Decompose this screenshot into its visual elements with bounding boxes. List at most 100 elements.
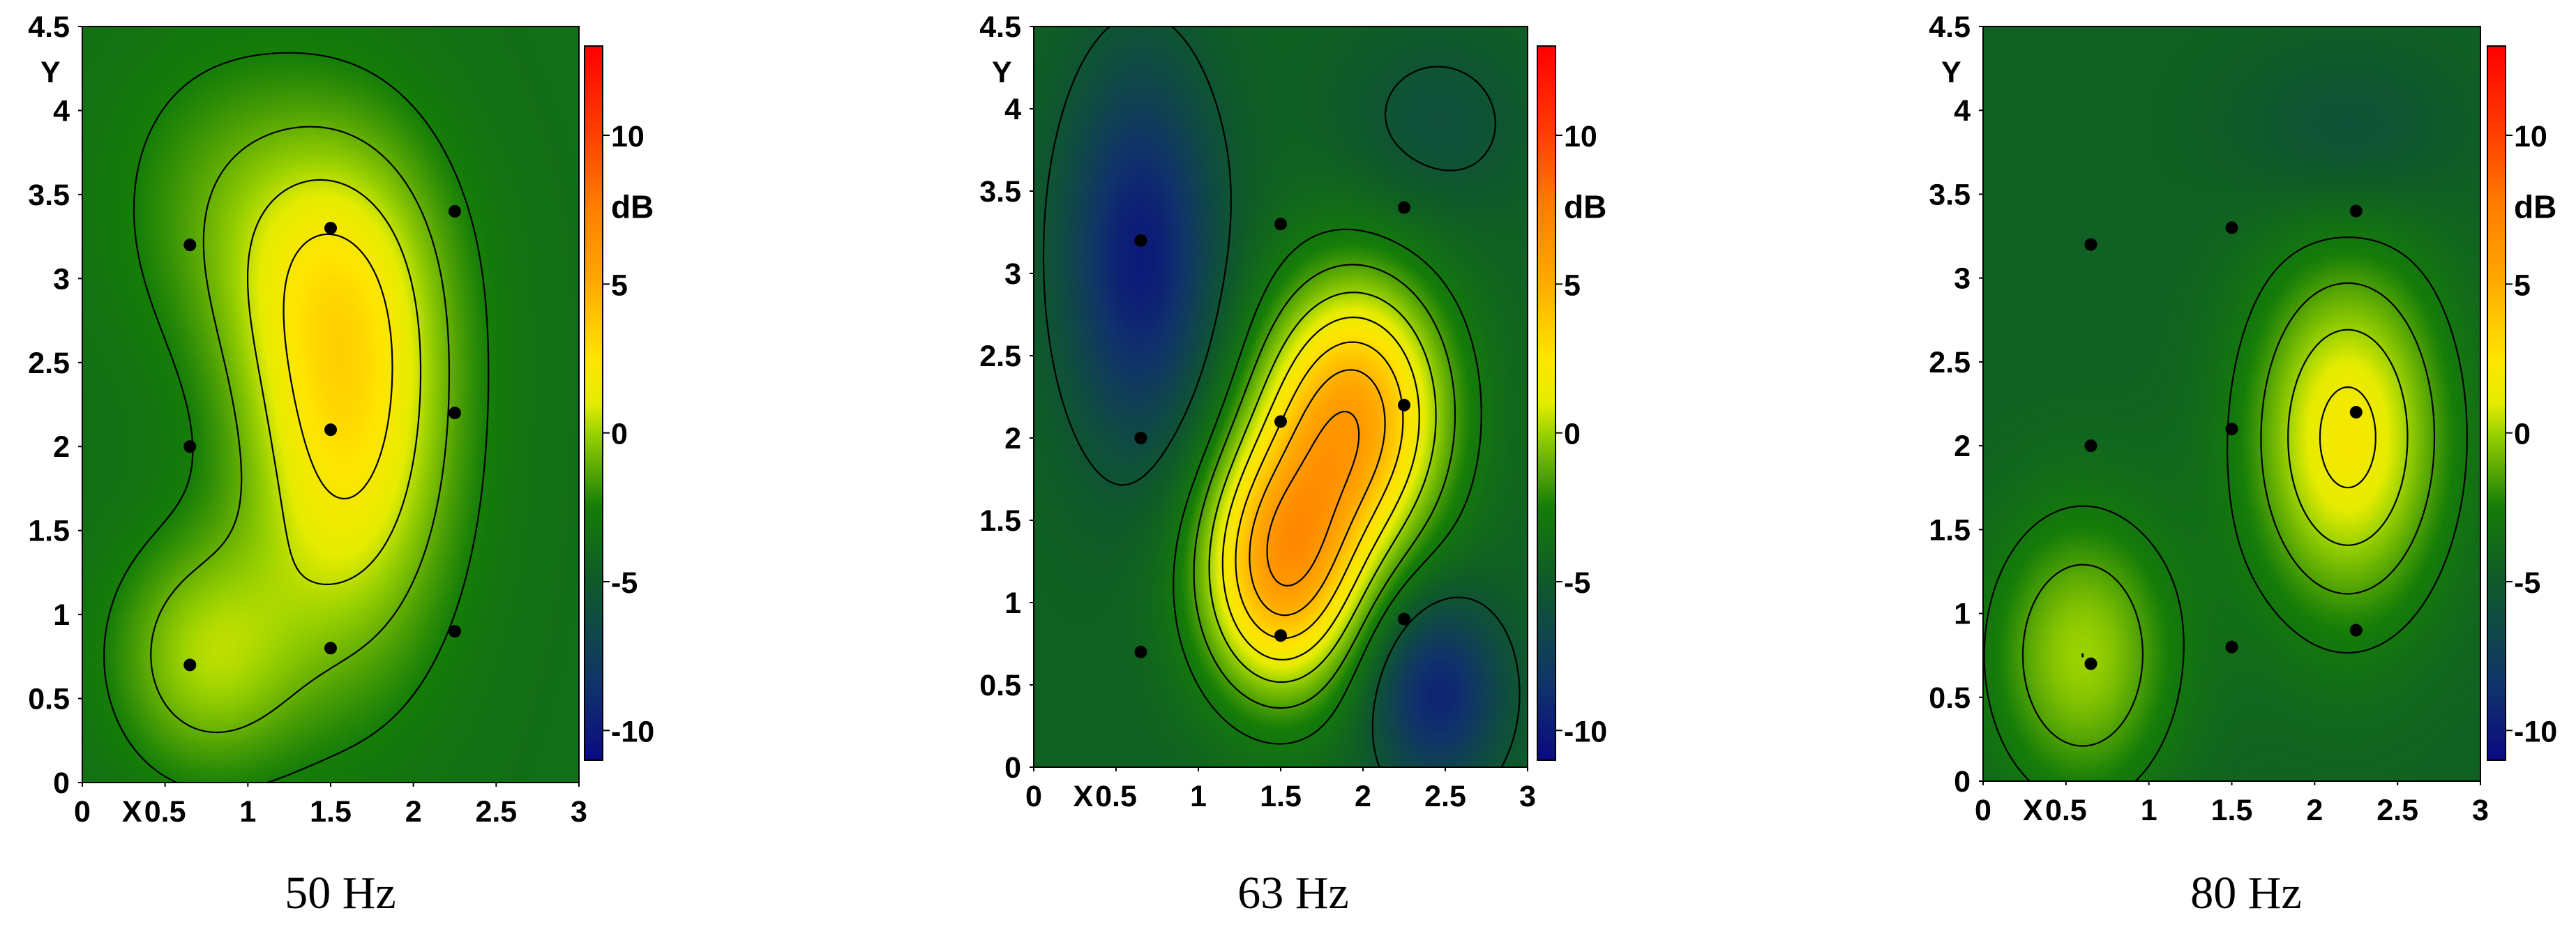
colorbar-frame	[2487, 45, 2506, 761]
contour-line-2	[247, 179, 422, 585]
colorbar-tick-label: 5	[611, 269, 628, 302]
x-tick-label: 2.5	[1424, 780, 1466, 813]
colorbar-tick-label: 0	[611, 418, 628, 451]
x-tick-label: 1	[1190, 780, 1207, 813]
colorbar	[2487, 46, 2506, 760]
measurement-point	[324, 423, 337, 437]
y-axis-ticks: 0 0.5 1 1.5 2 2.5 3 3.5 4 4.5	[979, 10, 1034, 785]
panel-50hz: 0 0.5 1 1.5 2 2.5 3 3.5 4 4.5 0 0.5 1 1.5 2 2.5 3 Y X 1…	[28, 10, 654, 919]
measurement-point	[1274, 629, 1287, 642]
contour-line-0	[1983, 236, 2468, 782]
x-tick-label: 0.5	[144, 795, 186, 829]
measurement-point	[2349, 204, 2363, 218]
colorbar-tick-label: 10	[2514, 120, 2547, 153]
measurement-point	[183, 658, 197, 672]
contour-line-3	[1208, 292, 1437, 683]
x-tick-label: 2	[1355, 780, 1371, 813]
colorbar-unit-label: dB	[1564, 188, 1606, 225]
y-tick-label: 4	[1004, 93, 1021, 126]
x-tick-label: 0.5	[1095, 780, 1137, 813]
contour-line-1	[150, 126, 451, 734]
measurement-points	[1134, 201, 1410, 658]
contour-line-6	[1249, 369, 1386, 617]
measurement-points	[183, 204, 461, 672]
contour-line-2	[2081, 328, 2409, 658]
y-tick-label: 3	[1004, 257, 1021, 291]
colorbar-tick-label: 0	[1564, 418, 1581, 451]
contour-line-7	[1266, 411, 1360, 587]
x-tick-label: 1.5	[310, 795, 352, 829]
colorbar	[585, 46, 603, 760]
measurement-point	[449, 407, 461, 420]
y-tick-label: 2.5	[1929, 346, 1971, 379]
x-tick-label: 1.5	[1260, 780, 1302, 813]
contour-lines	[1983, 236, 2468, 782]
colorbar-frame	[584, 45, 603, 761]
y-axis-ticks: 0 0.5 1 1.5 2 2.5 3 3.5 4 4.5	[28, 10, 82, 800]
contour-lines	[1042, 26, 1521, 768]
y-axis-ticks: 0 0.5 1 1.5 2 2.5 3 3.5 4 4.5	[1929, 10, 1983, 799]
x-axis-label: X	[122, 795, 142, 829]
y-tick-label: 3	[1954, 262, 1971, 296]
colorbar-ticks: 10 5 0 -5 -10	[1556, 120, 1607, 748]
contour-line-4	[1221, 316, 1420, 660]
contour-line-0	[1042, 26, 1521, 768]
heatmap-image	[1983, 27, 2480, 781]
measurement-point	[2084, 439, 2097, 453]
contour-lines	[103, 52, 490, 784]
measurement-point	[324, 642, 337, 655]
y-tick-label: 2.5	[979, 340, 1021, 373]
measurement-point	[1134, 645, 1147, 658]
y-tick-label: 1	[53, 598, 70, 632]
colorbar-tick-label: -10	[611, 715, 654, 748]
colorbar-tick-label: 0	[2514, 418, 2531, 451]
colorbar-tick-label: 10	[611, 120, 645, 153]
y-tick-label: 1	[1004, 587, 1021, 620]
x-tick-label: 2.5	[475, 795, 517, 829]
measurement-point	[1274, 218, 1287, 231]
x-tick-label: 2	[405, 795, 422, 829]
y-tick-label: 1.5	[28, 515, 70, 548]
panel-title: 80 Hz	[2190, 868, 2301, 919]
y-tick-label: 4.5	[979, 10, 1021, 44]
colorbar-unit-label: dB	[2514, 188, 2556, 225]
y-axis-label: Y	[40, 56, 61, 89]
y-tick-label: 4	[1954, 94, 1971, 128]
colorbar-ticks: 10 5 0 -5 -10	[603, 120, 654, 748]
y-tick-label: 4.5	[28, 10, 70, 44]
x-tick-label: 1	[2141, 794, 2157, 827]
x-tick-label: 0	[74, 795, 91, 829]
colorbar-tick-label: 5	[2514, 269, 2531, 302]
measurement-point	[2084, 238, 2097, 251]
y-tick-label: 1.5	[979, 504, 1021, 538]
y-tick-label: 3.5	[979, 175, 1021, 209]
colorbar-tick-label: 5	[1564, 269, 1581, 302]
colorbar-tick-label: -10	[1564, 715, 1607, 748]
y-tick-label: 3.5	[28, 179, 70, 212]
y-tick-label: 2	[53, 430, 70, 464]
contour-line-2	[1193, 264, 1456, 709]
measurement-point	[2349, 406, 2363, 419]
y-axis-label: Y	[992, 56, 1012, 89]
contour-line-5	[1235, 341, 1404, 640]
x-tick-label: 3	[571, 795, 587, 829]
x-tick-label: 1	[239, 795, 256, 829]
x-axis-ticks: 0 0.5 1 1.5 2 2.5 3	[74, 783, 587, 829]
measurement-point	[324, 222, 337, 235]
measurement-point	[2225, 221, 2238, 234]
x-tick-label: 0	[1975, 794, 1991, 827]
panel-80hz: 0 0.5 1 1.5 2 2.5 3 3.5 4 4.5 0 0.5 1 1.5 2 2.5 3 Y X 1…	[1929, 10, 2557, 919]
colorbar-unit-label: dB	[611, 188, 654, 225]
measurement-point	[2225, 640, 2238, 654]
measurement-point	[1274, 415, 1287, 428]
x-tick-label: 2.5	[2377, 794, 2418, 827]
contour-line-3	[2319, 386, 2377, 489]
colorbar-tick-label: -10	[2514, 715, 2557, 748]
measurement-point	[183, 239, 197, 252]
x-axis-ticks: 0 0.5 1 1.5 2 2.5 3	[1975, 781, 2489, 827]
x-tick-label: 1.5	[2211, 794, 2253, 827]
y-tick-label: 0.5	[979, 669, 1021, 702]
x-axis-label: X	[1073, 780, 1093, 813]
measurement-point	[449, 204, 461, 218]
